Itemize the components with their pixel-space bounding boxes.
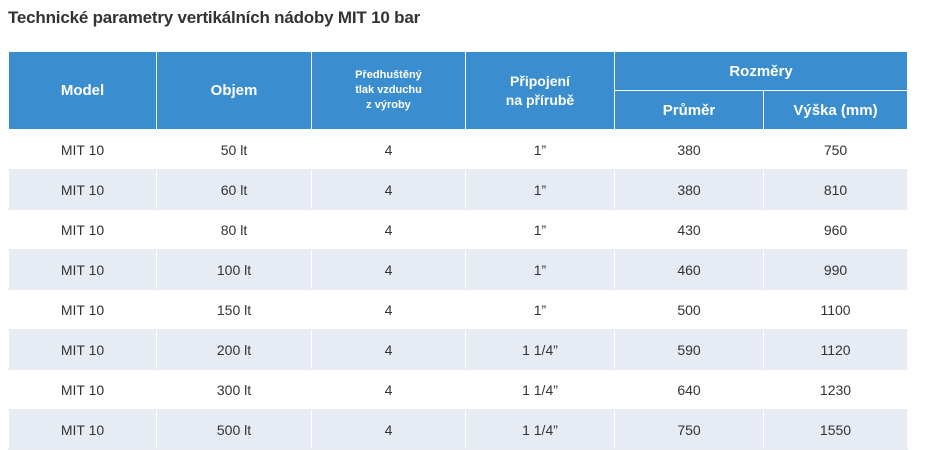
cell-connection: 1” bbox=[465, 209, 615, 250]
table-body: MIT 10 50 lt 4 1” 380 750 MIT 10 60 lt 4… bbox=[8, 129, 909, 450]
cell-pressure: 4 bbox=[311, 369, 466, 410]
cell-volume: 50 lt bbox=[156, 129, 312, 170]
cell-diameter: 750 bbox=[614, 409, 764, 450]
cell-height: 1230 bbox=[762, 369, 909, 410]
cell-pressure: 4 bbox=[311, 249, 466, 290]
cell-model: MIT 10 bbox=[8, 209, 157, 250]
table-row: MIT 10 300 lt 4 1 1/4” 640 1230 bbox=[8, 369, 909, 410]
cell-connection: 1 1/4” bbox=[465, 369, 615, 410]
table-row: MIT 10 50 lt 4 1” 380 750 bbox=[8, 129, 909, 170]
table-row: MIT 10 150 lt 4 1” 500 1100 bbox=[8, 289, 909, 330]
cell-model: MIT 10 bbox=[8, 249, 157, 290]
cell-height: 750 bbox=[762, 129, 909, 170]
table-row: MIT 10 200 lt 4 1 1/4” 590 1120 bbox=[8, 329, 909, 370]
cell-model: MIT 10 bbox=[8, 129, 157, 170]
table-row: MIT 10 60 lt 4 1” 380 810 bbox=[8, 169, 909, 210]
header-height: Výška (mm) bbox=[762, 90, 909, 130]
header-connection: Připojení na přírubě bbox=[465, 52, 615, 130]
header-pressure-label: Předhuštěný tlak vzduchu z výroby bbox=[355, 69, 422, 111]
cell-pressure: 4 bbox=[311, 209, 466, 250]
cell-height: 1550 bbox=[762, 409, 909, 450]
cell-diameter: 430 bbox=[614, 209, 764, 250]
table-row: MIT 10 100 lt 4 1” 460 990 bbox=[8, 249, 909, 290]
cell-diameter: 380 bbox=[614, 169, 764, 210]
header-volume: Objem bbox=[156, 52, 312, 130]
cell-height: 810 bbox=[762, 169, 909, 210]
cell-model: MIT 10 bbox=[8, 329, 157, 370]
cell-height: 1120 bbox=[762, 329, 909, 370]
cell-pressure: 4 bbox=[311, 129, 466, 170]
cell-pressure: 4 bbox=[311, 329, 466, 370]
cell-pressure: 4 bbox=[311, 409, 466, 450]
cell-connection: 1 1/4” bbox=[465, 329, 615, 370]
table-row: MIT 10 500 lt 4 1 1/4” 750 1550 bbox=[8, 409, 909, 450]
cell-volume: 60 lt bbox=[156, 169, 312, 210]
cell-diameter: 380 bbox=[614, 129, 764, 170]
table-row: MIT 10 80 lt 4 1” 430 960 bbox=[8, 209, 909, 250]
header-pressure: Předhuštěný tlak vzduchu z výroby bbox=[311, 52, 466, 130]
cell-volume: 500 lt bbox=[156, 409, 312, 450]
cell-volume: 200 lt bbox=[156, 329, 312, 370]
page-title: Technické parametry vertikálních nádoby … bbox=[8, 8, 421, 27]
cell-model: MIT 10 bbox=[8, 169, 157, 210]
cell-model: MIT 10 bbox=[8, 409, 157, 450]
header-model: Model bbox=[8, 52, 157, 130]
cell-volume: 300 lt bbox=[156, 369, 312, 410]
cell-height: 960 bbox=[762, 209, 909, 250]
cell-connection: 1” bbox=[465, 249, 615, 290]
cell-diameter: 640 bbox=[614, 369, 764, 410]
header-dimensions: Rozměry bbox=[613, 52, 909, 91]
cell-connection: 1” bbox=[465, 169, 615, 210]
cell-diameter: 500 bbox=[614, 289, 764, 330]
cell-connection: 1 1/4” bbox=[465, 409, 615, 450]
cell-model: MIT 10 bbox=[8, 369, 157, 410]
header-diameter: Průměr bbox=[614, 90, 764, 130]
cell-model: MIT 10 bbox=[8, 289, 157, 330]
cell-pressure: 4 bbox=[311, 169, 466, 210]
cell-height: 1100 bbox=[762, 289, 909, 330]
cell-volume: 100 lt bbox=[156, 249, 312, 290]
cell-volume: 150 lt bbox=[156, 289, 312, 330]
header-connection-label: Připojení na přírubě bbox=[505, 72, 575, 108]
cell-pressure: 4 bbox=[311, 289, 466, 330]
parameters-table: Model Objem Předhuštěný tlak vzduchu z v… bbox=[8, 52, 909, 450]
cell-diameter: 460 bbox=[614, 249, 764, 290]
cell-volume: 80 lt bbox=[156, 209, 312, 250]
cell-connection: 1” bbox=[465, 289, 615, 330]
cell-height: 990 bbox=[762, 249, 909, 290]
table-header: Model Objem Předhuštěný tlak vzduchu z v… bbox=[8, 52, 909, 130]
cell-connection: 1” bbox=[465, 129, 615, 170]
cell-diameter: 590 bbox=[614, 329, 764, 370]
